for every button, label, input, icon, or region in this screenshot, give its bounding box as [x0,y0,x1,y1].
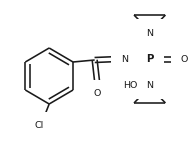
Text: Cl: Cl [35,122,44,130]
Text: P: P [146,54,153,64]
Text: N: N [146,29,153,37]
Text: O: O [180,54,188,64]
Text: N: N [146,80,153,90]
Text: HO: HO [123,80,137,90]
Text: N: N [121,54,128,64]
Text: O: O [94,90,101,98]
